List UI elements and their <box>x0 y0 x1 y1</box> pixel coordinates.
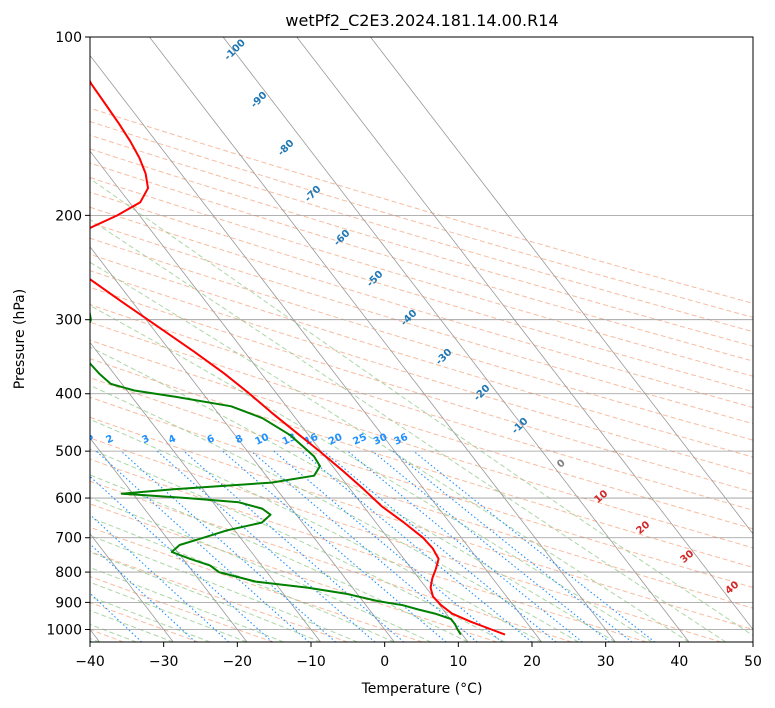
isotherms <box>90 37 753 642</box>
mixing-ratio-line <box>222 450 447 642</box>
mixing-ratio-line <box>90 475 273 642</box>
mixing-ratio-line <box>183 450 405 642</box>
isotherm-line <box>222 37 690 642</box>
isotherm-line <box>90 150 469 642</box>
mixing-ratio-label: 4 <box>167 433 178 446</box>
dry-adiabat-line <box>90 176 753 377</box>
isotherm-line <box>90 54 542 642</box>
y-tick-label: 800 <box>55 565 82 581</box>
dry-adiabat-line <box>90 437 722 642</box>
mixing-ratio-label: 16 <box>303 432 320 448</box>
y-tick-label: 500 <box>55 444 82 460</box>
y-tick-label: 600 <box>55 491 82 507</box>
x-tick-label: −20 <box>223 654 253 670</box>
moist-adiabat-line <box>90 418 542 642</box>
y-tick-label: 200 <box>55 208 82 224</box>
dry-adiabats <box>90 107 753 642</box>
isotherm-line <box>370 37 753 535</box>
x-tick-label: 50 <box>744 654 762 670</box>
dry-adiabat-line <box>90 148 753 347</box>
y-tick-label: 100 <box>55 30 82 46</box>
dewpoint-profile-line <box>90 310 462 636</box>
mixing-ratio-label: 3 <box>140 433 151 446</box>
mixing-ratio-label: 2 <box>104 433 115 446</box>
x-tick-label: −10 <box>296 654 326 670</box>
isotherm-line <box>90 533 174 642</box>
isotherm-line <box>90 437 248 642</box>
dry-adiabat-line <box>90 134 753 333</box>
mixing-ratio-line <box>323 450 557 642</box>
y-tick-label: 300 <box>55 313 82 329</box>
isotherm-line <box>296 37 753 631</box>
y-tick-label: 900 <box>55 595 82 611</box>
mixing-ratio-label: 1.5 <box>75 431 96 448</box>
x-tick-label: 40 <box>670 654 688 670</box>
moist-adiabat-line <box>90 474 469 642</box>
mixing-ratio-label: 6 <box>206 433 217 446</box>
mixing-ratio-label: 25 <box>351 432 368 448</box>
moist-adiabat-line <box>90 178 753 637</box>
chart-title: wetPf2_C2E3.2024.181.14.00.R14 <box>285 11 558 31</box>
y-axis-label: Pressure (hPa) <box>12 289 28 389</box>
dry-adiabat-line <box>90 358 753 568</box>
moist-adiabat-line <box>90 218 727 642</box>
x-tick-label: 0 <box>380 654 389 670</box>
x-tick-label: −40 <box>75 654 105 670</box>
moist-adiabat-line <box>90 448 506 642</box>
y-tick-label: 1000 <box>46 623 82 639</box>
x-axis-ticks: −40 −30 −20 −10 0 10 20 30 40 50 <box>75 642 762 670</box>
isobars <box>90 37 753 630</box>
dry-adiabat-line <box>90 321 753 530</box>
y-tick-label: 700 <box>55 531 82 547</box>
x-tick-label: 30 <box>597 654 615 670</box>
isotherm-line <box>90 341 321 642</box>
mixing-ratio-label: 30 <box>372 432 389 448</box>
isotherm-line <box>90 246 395 642</box>
plot-frame <box>89 36 754 643</box>
moist-adiabat-line <box>90 346 616 642</box>
mixing-ratio-label: 36 <box>393 432 410 448</box>
isoline-labels: 0.10.20.40.611.52346810131620253036-100-… <box>75 37 741 596</box>
mixing-ratio-label: 20 <box>327 432 344 448</box>
moist-adiabat-line <box>90 517 395 642</box>
mixing-ratio-line <box>347 450 583 642</box>
y-axis-ticks: 1000 900 800 700 600 500 400 300 200 100 <box>46 30 90 639</box>
x-tick-label: −30 <box>149 654 179 670</box>
plot-area: 0.10.20.40.611.52346810131620253036-100-… <box>75 37 753 642</box>
dry-adiabat-line <box>90 304 753 511</box>
x-axis-label: Temperature (°C) <box>361 681 483 697</box>
dry-adiabat-line <box>90 339 753 549</box>
dry-adiabat-line <box>90 253 753 458</box>
x-tick-label: 20 <box>523 654 541 670</box>
moist-adiabat-line <box>90 566 284 642</box>
isotherm-line <box>149 37 616 642</box>
dry-adiabat-line <box>90 286 753 493</box>
mixing-ratio-line <box>273 450 503 642</box>
dry-adiabat-line <box>90 222 753 425</box>
dry-adiabat-line <box>90 396 753 609</box>
mixing-ratio-line <box>371 450 610 642</box>
profile-lines <box>90 79 506 636</box>
dry-adiabat-line <box>90 191 753 393</box>
mixing-ratio-label: 13 <box>281 432 298 448</box>
mixing-ratio-line <box>156 450 376 642</box>
temperature-profile-line <box>90 79 506 636</box>
mixing-ratio-label: 8 <box>234 433 245 446</box>
dry-adiabat-line <box>90 416 753 631</box>
x-tick-label: 10 <box>449 654 467 670</box>
moist-adiabat-line <box>90 384 579 642</box>
mixing-ratio-line <box>300 450 533 642</box>
dry-adiabat-line <box>90 377 753 589</box>
mixing-ratio-line <box>392 450 633 642</box>
y-tick-label: 400 <box>55 387 82 403</box>
mixing-ratio-label: 10 <box>254 432 271 448</box>
